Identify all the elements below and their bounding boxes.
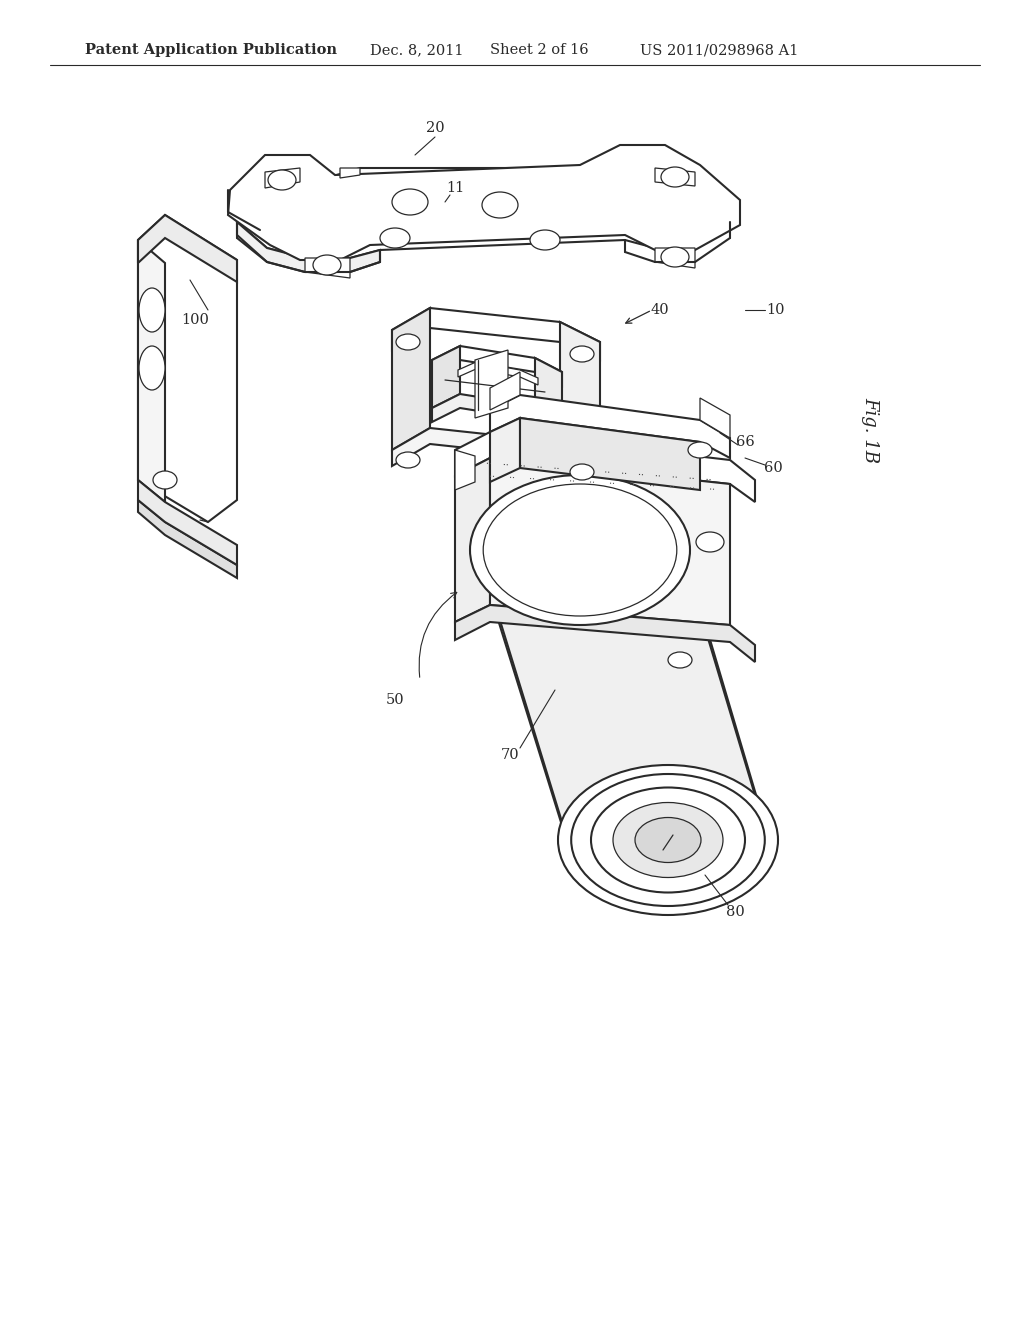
- Ellipse shape: [662, 247, 689, 267]
- Ellipse shape: [470, 475, 690, 624]
- Ellipse shape: [662, 168, 689, 187]
- Text: Patent Application Publication: Patent Application Publication: [85, 44, 337, 57]
- Polygon shape: [432, 393, 562, 432]
- Polygon shape: [455, 450, 475, 490]
- Polygon shape: [392, 308, 430, 450]
- Text: 60: 60: [764, 461, 782, 475]
- Text: Dec. 8, 2011: Dec. 8, 2011: [370, 44, 464, 57]
- Text: 11: 11: [445, 181, 464, 195]
- Text: 100: 100: [181, 313, 209, 327]
- Text: US 2011/0298968 A1: US 2011/0298968 A1: [640, 44, 799, 57]
- Ellipse shape: [396, 334, 420, 350]
- Polygon shape: [655, 248, 695, 268]
- Ellipse shape: [380, 228, 410, 248]
- Ellipse shape: [571, 774, 765, 906]
- Text: 70: 70: [501, 748, 519, 762]
- Polygon shape: [340, 168, 360, 178]
- Ellipse shape: [591, 788, 745, 892]
- Ellipse shape: [570, 346, 594, 362]
- Polygon shape: [138, 215, 237, 282]
- Polygon shape: [490, 395, 730, 458]
- Polygon shape: [535, 358, 562, 420]
- Text: 40: 40: [650, 304, 670, 317]
- Polygon shape: [560, 322, 600, 459]
- Polygon shape: [482, 539, 766, 847]
- Ellipse shape: [570, 465, 594, 480]
- Polygon shape: [700, 399, 730, 438]
- Polygon shape: [305, 257, 350, 279]
- Text: 66: 66: [735, 436, 755, 449]
- Polygon shape: [432, 346, 562, 385]
- Polygon shape: [392, 428, 600, 478]
- Ellipse shape: [688, 442, 712, 458]
- Ellipse shape: [153, 471, 177, 488]
- Text: 80: 80: [726, 906, 744, 919]
- Ellipse shape: [558, 766, 778, 915]
- Ellipse shape: [139, 346, 165, 389]
- Ellipse shape: [668, 652, 692, 668]
- Text: 10: 10: [766, 304, 784, 317]
- Polygon shape: [138, 240, 165, 502]
- Ellipse shape: [139, 288, 165, 333]
- Text: 20: 20: [426, 121, 444, 135]
- Polygon shape: [458, 362, 538, 385]
- Ellipse shape: [696, 532, 724, 552]
- Polygon shape: [228, 145, 740, 260]
- Polygon shape: [138, 215, 237, 521]
- Polygon shape: [455, 605, 755, 663]
- Ellipse shape: [613, 803, 723, 878]
- Polygon shape: [237, 168, 730, 257]
- Ellipse shape: [392, 189, 428, 215]
- Polygon shape: [392, 308, 600, 360]
- Ellipse shape: [635, 817, 701, 862]
- Text: 50: 50: [386, 693, 404, 708]
- Polygon shape: [520, 418, 700, 490]
- Polygon shape: [138, 480, 237, 565]
- Polygon shape: [655, 168, 695, 186]
- Polygon shape: [490, 458, 730, 624]
- Ellipse shape: [268, 170, 296, 190]
- Polygon shape: [455, 432, 755, 502]
- Polygon shape: [265, 168, 300, 187]
- Polygon shape: [455, 458, 490, 622]
- Ellipse shape: [482, 191, 518, 218]
- Text: Fig. 1B: Fig. 1B: [861, 397, 879, 463]
- Ellipse shape: [396, 451, 420, 469]
- Polygon shape: [490, 418, 520, 482]
- Polygon shape: [490, 372, 520, 411]
- Text: Sheet 2 of 16: Sheet 2 of 16: [490, 44, 589, 57]
- Polygon shape: [138, 500, 237, 578]
- Polygon shape: [475, 350, 508, 418]
- Ellipse shape: [313, 255, 341, 275]
- Polygon shape: [237, 201, 380, 272]
- Polygon shape: [432, 346, 460, 408]
- Ellipse shape: [530, 230, 560, 249]
